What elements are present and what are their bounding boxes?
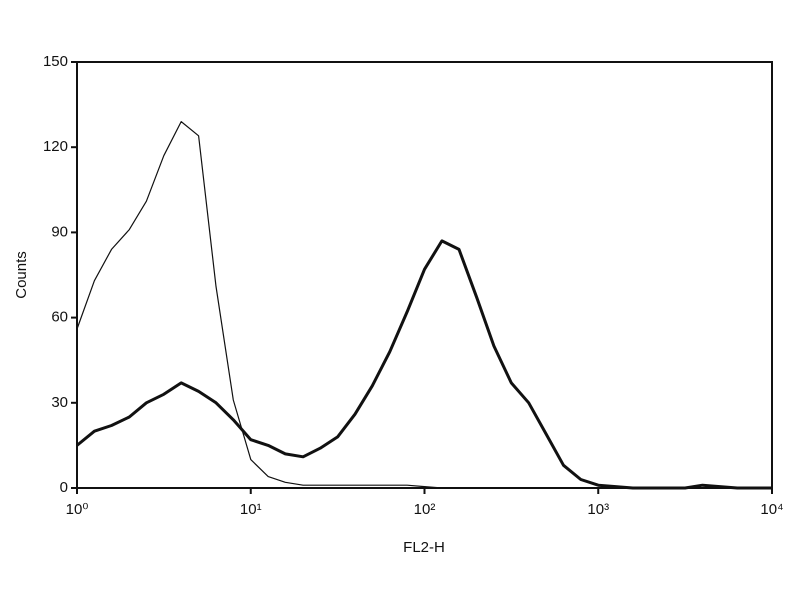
y-tick-label: 0: [60, 479, 68, 496]
histogram-line: [76, 239, 772, 490]
y-tick-label: 30: [51, 394, 68, 411]
y-tick-label: 90: [51, 223, 68, 240]
histogram-line: [76, 121, 772, 489]
x-axis-label: FL2-H: [403, 539, 445, 556]
plot-frame: [76, 61, 773, 489]
y-axis-label: Counts: [13, 251, 30, 299]
x-tick-label: 10³: [587, 501, 609, 518]
y-tick-label: 120: [43, 138, 68, 155]
x-tick-label: 10²: [414, 501, 436, 518]
x-tick-label: 10⁴: [760, 501, 783, 518]
y-tick-label: 150: [43, 53, 68, 70]
x-tick-label: 10¹: [240, 501, 262, 518]
x-tick-label: 10⁰: [66, 501, 89, 518]
y-tick-label: 60: [51, 309, 68, 326]
